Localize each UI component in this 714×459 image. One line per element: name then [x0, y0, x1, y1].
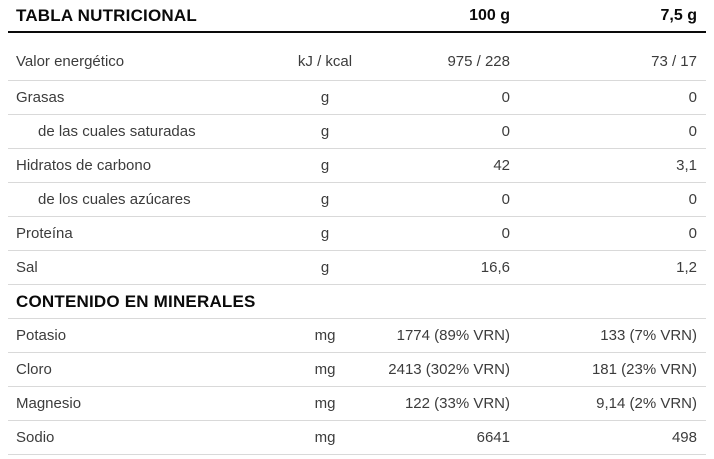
row-label: de los cuales azúcares [8, 182, 280, 217]
table-row-saturadas: de las cuales saturadas g 0 0 [8, 114, 706, 149]
row-label: Cloro [8, 352, 280, 387]
minerals-section-title: CONTENIDO EN MINERALES [8, 284, 706, 319]
row-value-7-5g: 181 (23% VRN) [510, 352, 706, 387]
row-unit: g [280, 148, 370, 183]
row-value-100g: 0 [370, 216, 510, 251]
nutrition-table: TABLA NUTRICIONAL 100 g 7,5 g Valor ener… [8, 0, 706, 455]
row-unit: mg [280, 420, 370, 455]
minerals-section-row: CONTENIDO EN MINERALES [8, 284, 706, 319]
row-value-7-5g: 133 (7% VRN) [510, 318, 706, 353]
table-row-valor-energetico: Valor energético kJ / kcal 975 / 228 73 … [8, 32, 706, 81]
col-header-7-5g: 7,5 g [510, 0, 706, 33]
row-value-7-5g: 0 [510, 114, 706, 149]
row-unit: g [280, 114, 370, 149]
table-row-cloro: Cloro mg 2413 (302% VRN) 181 (23% VRN) [8, 352, 706, 387]
row-label: Hidratos de carbono [8, 148, 280, 183]
row-value-100g: 122 (33% VRN) [370, 386, 510, 421]
row-label: Magnesio [8, 386, 280, 421]
row-unit: g [280, 216, 370, 251]
row-value-100g: 0 [370, 114, 510, 149]
row-label: de las cuales saturadas [8, 114, 280, 149]
table-row-grasas: Grasas g 0 0 [8, 80, 706, 115]
row-unit: g [280, 80, 370, 115]
row-value-7-5g: 498 [510, 420, 706, 455]
row-value-100g: 0 [370, 80, 510, 115]
row-value-100g: 2413 (302% VRN) [370, 352, 510, 387]
table-row-hidratos: Hidratos de carbono g 42 3,1 [8, 148, 706, 183]
row-value-7-5g: 0 [510, 182, 706, 217]
row-unit: mg [280, 386, 370, 421]
row-value-7-5g: 9,14 (2% VRN) [510, 386, 706, 421]
table-title: TABLA NUTRICIONAL [8, 0, 370, 33]
row-label: Sodio [8, 420, 280, 455]
row-unit: g [280, 182, 370, 217]
row-value-100g: 16,6 [370, 250, 510, 285]
table-row-proteina: Proteína g 0 0 [8, 216, 706, 251]
col-header-100g: 100 g [370, 0, 510, 33]
table-row-sodio: Sodio mg 6641 498 [8, 420, 706, 455]
row-unit: kJ / kcal [280, 32, 370, 81]
row-value-7-5g: 73 / 17 [510, 32, 706, 81]
row-value-100g: 1774 (89% VRN) [370, 318, 510, 353]
row-value-7-5g: 1,2 [510, 250, 706, 285]
row-value-7-5g: 0 [510, 216, 706, 251]
row-value-100g: 975 / 228 [370, 32, 510, 81]
row-unit: g [280, 250, 370, 285]
row-value-100g: 0 [370, 182, 510, 217]
row-value-100g: 6641 [370, 420, 510, 455]
table-header-row: TABLA NUTRICIONAL 100 g 7,5 g [8, 0, 706, 33]
row-label: Grasas [8, 80, 280, 115]
row-value-7-5g: 3,1 [510, 148, 706, 183]
row-label: Proteína [8, 216, 280, 251]
row-label: Sal [8, 250, 280, 285]
row-label: Valor energético [8, 32, 280, 81]
row-unit: mg [280, 318, 370, 353]
row-value-100g: 42 [370, 148, 510, 183]
table-row-azucares: de los cuales azúcares g 0 0 [8, 182, 706, 217]
row-label: Potasio [8, 318, 280, 353]
row-unit: mg [280, 352, 370, 387]
table-row-magnesio: Magnesio mg 122 (33% VRN) 9,14 (2% VRN) [8, 386, 706, 421]
row-value-7-5g: 0 [510, 80, 706, 115]
table-row-sal: Sal g 16,6 1,2 [8, 250, 706, 285]
table-row-potasio: Potasio mg 1774 (89% VRN) 133 (7% VRN) [8, 318, 706, 353]
